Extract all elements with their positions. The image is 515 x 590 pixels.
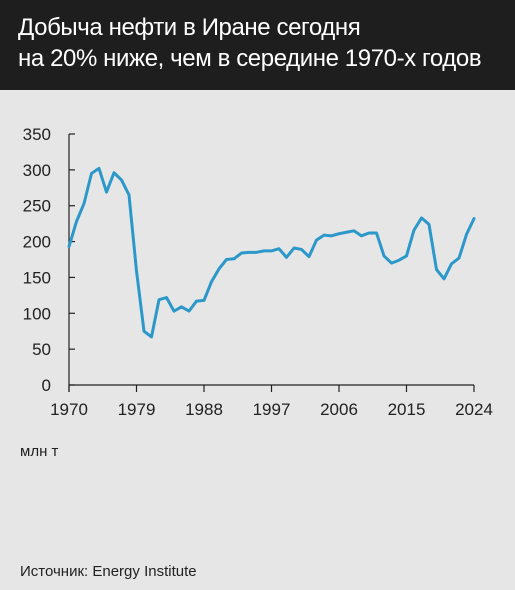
unit-label: млн т bbox=[20, 443, 59, 460]
x-tick-label: 1988 bbox=[185, 400, 223, 419]
series-line bbox=[67, 166, 476, 339]
x-tick-label: 1979 bbox=[118, 400, 156, 419]
y-tick-label: 200 bbox=[23, 233, 51, 252]
x-tick-label: 2006 bbox=[320, 400, 358, 419]
y-tick-label: 50 bbox=[32, 340, 51, 359]
x-tick-label: 1970 bbox=[50, 400, 88, 419]
chart-title-line-1: Добыча нефти в Иране сегодня bbox=[18, 14, 361, 41]
chart-area: 0 50 100 150 200 250 300 350 1970 1979 1988 1997 200… bbox=[0, 90, 515, 560]
chart-header: Добыча нефти в Иране сегодня на 20% ниже… bbox=[0, 0, 515, 90]
y-tick-label: 0 bbox=[42, 376, 51, 395]
line-chart: 0 50 100 150 200 250 300 350 1970 1979 1988 1997 200… bbox=[23, 125, 493, 419]
y-tick-label: 250 bbox=[23, 197, 51, 216]
y-tick-label: 150 bbox=[23, 268, 51, 287]
x-tick-label: 1997 bbox=[253, 400, 291, 419]
chart-title-line-2: на 20% ниже, чем в середине 1970-х годов bbox=[18, 45, 482, 72]
x-tick-label: 2015 bbox=[388, 400, 426, 419]
y-tick-label: 100 bbox=[23, 304, 51, 323]
y-tick-label: 350 bbox=[23, 125, 51, 144]
y-tick-label: 300 bbox=[23, 161, 51, 180]
x-tick-label: 2024 bbox=[455, 400, 493, 419]
source-note: Источник: Energy Institute bbox=[20, 563, 197, 580]
